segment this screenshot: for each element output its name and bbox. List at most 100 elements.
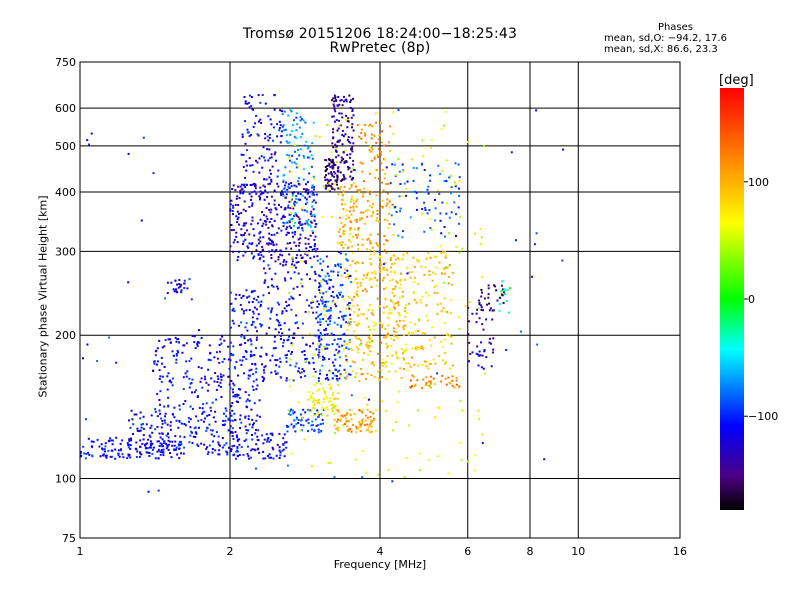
data-point [334,95,337,98]
data-point [248,106,251,109]
data-point [300,207,303,210]
data-point [244,100,247,103]
data-point [294,150,296,153]
data-point [293,233,296,236]
data-point [427,459,430,462]
data-point [295,201,298,204]
data-point [328,383,331,386]
data-point [278,365,281,368]
data-point [444,266,447,269]
data-point [281,113,284,116]
data-point [289,242,291,244]
data-point [333,424,336,427]
data-point [322,292,325,295]
data-point [314,222,317,225]
data-point [250,350,253,353]
data-point [409,276,412,279]
data-point [185,375,188,378]
data-point [313,245,316,248]
data-point [404,350,407,353]
data-point [328,278,331,281]
data-point [231,409,234,412]
data-point [382,311,385,314]
data-point [305,262,307,265]
data-point [433,285,436,288]
data-point [324,377,327,380]
data-point [242,312,245,315]
data-point [425,365,428,368]
data-point [356,286,359,289]
data-point [417,364,420,367]
data-point [404,349,407,352]
grid [80,62,680,538]
data-point [354,278,357,281]
data-point [445,310,448,313]
data-point [248,457,250,460]
data-point [336,179,339,182]
data-point [250,223,253,226]
data-point [337,127,340,130]
data-point [356,290,359,292]
data-point [138,430,141,433]
data-point [354,291,357,294]
data-point [222,374,225,377]
data-point [279,141,282,144]
data-point [411,374,414,377]
data-point [331,142,334,145]
data-point [174,279,177,282]
data-point [87,437,90,440]
data-point [239,189,242,192]
data-point [375,219,378,222]
data-point [127,281,130,284]
chart-title: Tromsø 20151206 18:24:00−18:25:43 [242,26,518,42]
data-point [218,453,221,456]
data-point [239,192,242,195]
data-point [349,107,352,109]
data-point [251,107,254,110]
data-point [353,330,356,333]
data-point [280,134,283,137]
data-point [321,269,324,272]
data-point [346,269,349,272]
data-point [483,372,486,375]
data-point [464,305,467,308]
data-point [441,170,443,173]
data-point [275,313,278,316]
data-point [307,418,310,421]
data-point [260,192,263,195]
data-point [171,440,174,443]
data-point [291,154,294,157]
data-point [338,124,341,127]
data-point [304,375,307,377]
data-point [375,242,378,245]
data-point [333,120,336,123]
data-point [268,326,271,329]
data-point [343,368,346,371]
data-point [373,250,376,253]
data-point [190,357,193,360]
data-point [436,372,439,375]
data-point [447,282,450,285]
data-point [265,220,268,223]
data-point [367,347,370,350]
data-point [155,363,158,366]
data-point [335,145,338,148]
data-point [359,161,362,164]
data-point [241,187,244,190]
data-point [229,412,232,415]
data-point [211,401,214,404]
data-point [240,183,243,186]
data-point [350,394,353,397]
data-point [85,453,88,455]
data-point [310,428,313,431]
data-point [232,345,235,348]
data-point [164,415,166,418]
data-point [352,114,355,117]
data-point [272,126,275,129]
data-point [267,437,270,439]
data-point [349,428,352,430]
data-point [251,426,254,429]
data-point [424,332,427,335]
data-point [342,316,345,319]
data-point [282,443,285,445]
